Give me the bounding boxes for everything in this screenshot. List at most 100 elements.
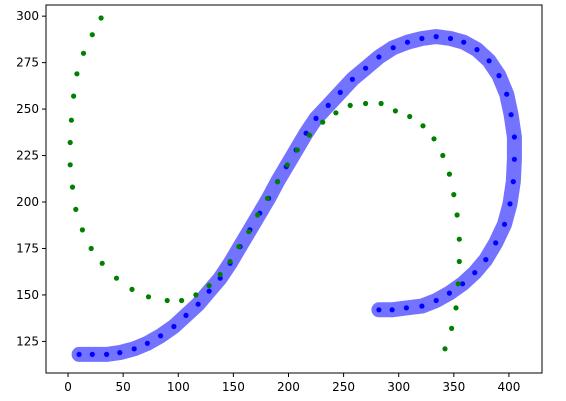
series-1-point [193, 292, 199, 298]
x-tick-label: 350 [442, 380, 465, 394]
series-1 [67, 15, 462, 352]
y-tick-label: 150 [16, 288, 39, 302]
series-1-point [98, 15, 104, 21]
series-1-point [347, 102, 353, 108]
series-1-point [145, 294, 152, 300]
series-1-point [320, 119, 326, 125]
series-1-point [274, 179, 281, 185]
series-0-point [349, 76, 355, 82]
series-0-point [76, 351, 82, 357]
y-tick-label: 175 [16, 241, 39, 255]
series-1-point [74, 71, 80, 77]
series-0-point [511, 156, 517, 162]
series-0-point [460, 281, 466, 287]
series-0-point [419, 35, 425, 42]
series-1-point [67, 139, 73, 146]
series-1-point [113, 275, 120, 281]
series-1-point [407, 113, 413, 120]
series-1-point [264, 195, 271, 201]
series-0-point [171, 323, 177, 330]
y-axis: 125 150 175 200 225 250 275 300 [16, 9, 46, 348]
series-1-point [449, 325, 455, 331]
series-1-point [255, 212, 261, 218]
series-1-point [333, 110, 339, 116]
series-0-point [217, 275, 223, 281]
series-1-point [88, 245, 94, 252]
series-1-point [442, 346, 448, 352]
series-1-point [392, 108, 398, 114]
series-1-point [89, 32, 95, 38]
series-0-point [501, 221, 508, 227]
series-0-point [89, 351, 95, 357]
series-1-point [451, 192, 457, 198]
series-1-point [306, 132, 312, 138]
series-1-point [456, 258, 462, 265]
series-0-point [325, 102, 331, 108]
series-0-point [474, 47, 480, 53]
x-tick-label: 150 [222, 380, 245, 394]
series-0-point [158, 333, 164, 339]
series-1-point [217, 271, 223, 278]
series-0-point [131, 346, 137, 352]
series-1-point [80, 50, 87, 56]
series-0-point [496, 73, 502, 79]
y-tick-label: 300 [16, 9, 39, 23]
series-0-point [504, 91, 510, 97]
series-0-point [403, 305, 409, 311]
series-0-point [183, 312, 189, 318]
series-1-point [79, 227, 85, 233]
series-0-point [472, 270, 478, 276]
series-0-point [404, 39, 411, 45]
series-0 [71, 29, 522, 362]
series-0-point [389, 307, 395, 313]
series-1-point [71, 93, 77, 99]
series-0-point [117, 350, 123, 356]
series-0-point [511, 134, 517, 140]
series-1-point [69, 184, 76, 190]
plot-frame [45, 4, 543, 374]
series-0-point [447, 35, 454, 42]
x-tick-label: 250 [332, 380, 355, 394]
series-1-point [453, 305, 459, 311]
series-1-point [363, 100, 369, 107]
series-1-point [227, 258, 233, 265]
series-1-point [236, 244, 242, 250]
series-1-point [246, 229, 252, 235]
series-layer [67, 15, 522, 362]
y-tick-label: 250 [16, 102, 39, 116]
series-0-point [376, 307, 382, 313]
series-1-point [378, 100, 384, 107]
series-1-point [206, 283, 212, 289]
series-0-point [206, 288, 212, 294]
series-1-point [73, 206, 79, 212]
series-1-point [129, 286, 135, 292]
series-0-point [433, 34, 439, 40]
series-0-point [508, 112, 514, 118]
series-1-point [284, 162, 290, 168]
series-0-point [433, 297, 439, 304]
y-tick-label: 275 [16, 56, 39, 70]
series-0-point [363, 65, 369, 71]
series-0-point [419, 303, 425, 309]
series-1-point [431, 136, 437, 142]
series-1-point [420, 123, 426, 129]
series-0-point [104, 351, 110, 357]
series-1-point [68, 117, 74, 123]
series-0-point [195, 301, 201, 307]
series-0-point [483, 257, 489, 263]
y-tick-label: 225 [16, 149, 39, 163]
series-1-point [456, 236, 462, 242]
x-axis: 0 50 100 150 200 250 300 350 400 [64, 373, 520, 394]
series-1-point [454, 212, 460, 218]
series-0-band [71, 29, 522, 362]
x-tick-label: 0 [64, 380, 72, 394]
x-tick-label: 100 [167, 380, 190, 394]
series-0-point [507, 201, 513, 207]
series-0-point [337, 89, 343, 95]
series-1-point [67, 162, 73, 168]
series-0-point [144, 340, 150, 346]
series-0-point [390, 45, 396, 51]
series-0-point [486, 58, 492, 64]
